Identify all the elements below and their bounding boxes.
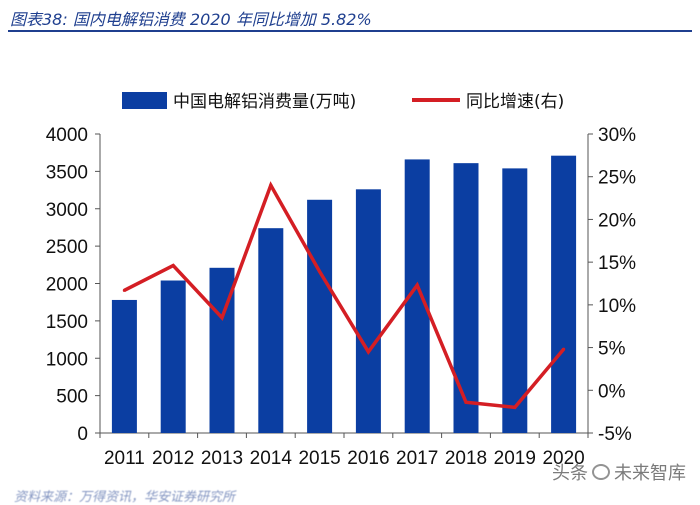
right-tick-label: 25% — [598, 168, 636, 189]
line-point — [366, 350, 370, 354]
bar — [453, 163, 479, 433]
line-point — [415, 283, 419, 287]
bar — [551, 155, 577, 434]
x-tick-label: 2016 — [347, 448, 389, 469]
right-tick-label: -5% — [598, 424, 632, 445]
left-tick-label: 3500 — [46, 162, 88, 183]
watermark: 头条 未来智库 — [552, 459, 686, 485]
x-tick-label: 2014 — [250, 448, 293, 469]
x-tick-label: 2019 — [494, 448, 536, 469]
x-tick-label: 2013 — [201, 448, 243, 469]
line-point — [318, 269, 322, 274]
left-tick-label: 2500 — [46, 237, 88, 258]
left-tick-label: 3000 — [46, 200, 88, 221]
right-tick-label: 15% — [598, 253, 636, 274]
bar — [258, 228, 284, 433]
line-series — [123, 181, 565, 410]
line-point — [122, 288, 126, 292]
x-tick-label: 2020 — [542, 448, 584, 469]
x-tick-label: 2017 — [396, 448, 438, 469]
title-divider — [8, 30, 692, 32]
line-point — [171, 263, 175, 268]
x-tick-label: 2011 — [104, 448, 145, 469]
right-tick-label: 5% — [598, 339, 626, 360]
x-tick-label: 2018 — [445, 448, 487, 469]
watermark-logo-icon — [592, 464, 610, 480]
legend-bar-swatch — [122, 92, 167, 109]
footer-source: 资料来源：万得资讯，华安证券研究所 — [14, 489, 236, 504]
left-tick-label: 2000 — [46, 275, 88, 296]
right-tick-label: 30% — [598, 125, 636, 146]
legend-line-label: 同比增速(右) — [466, 92, 564, 112]
right-tick-label: 20% — [598, 210, 636, 231]
x-tick-label: 2012 — [152, 448, 194, 469]
line-point — [269, 183, 273, 187]
right-tick-label: 0% — [598, 381, 626, 402]
bar — [160, 280, 186, 433]
left-tick-label: 500 — [56, 387, 88, 408]
left-tick-label: 0 — [77, 424, 88, 445]
right-tick-label: 10% — [598, 296, 636, 317]
figure-title: 图表38: 国内电解铝消费 2020 年同比增加 5.82% — [10, 10, 372, 29]
watermark-text-head: 头条 — [552, 463, 588, 484]
watermark-text-tail: 未来智库 — [614, 463, 686, 484]
line-point — [220, 316, 224, 320]
left-tick-label: 1000 — [46, 349, 88, 370]
left-tick-label: 1500 — [46, 312, 88, 333]
bar — [355, 189, 381, 433]
left-tick-label: 4000 — [46, 125, 88, 146]
line-point — [464, 400, 468, 404]
line-point — [562, 347, 566, 351]
bar — [502, 168, 528, 433]
legend-bar-label: 中国电解铝消费量(万吨) — [173, 92, 356, 112]
bar — [111, 299, 137, 433]
line-point — [513, 405, 517, 409]
x-tick-label: 2015 — [298, 448, 340, 469]
bar — [307, 199, 333, 433]
